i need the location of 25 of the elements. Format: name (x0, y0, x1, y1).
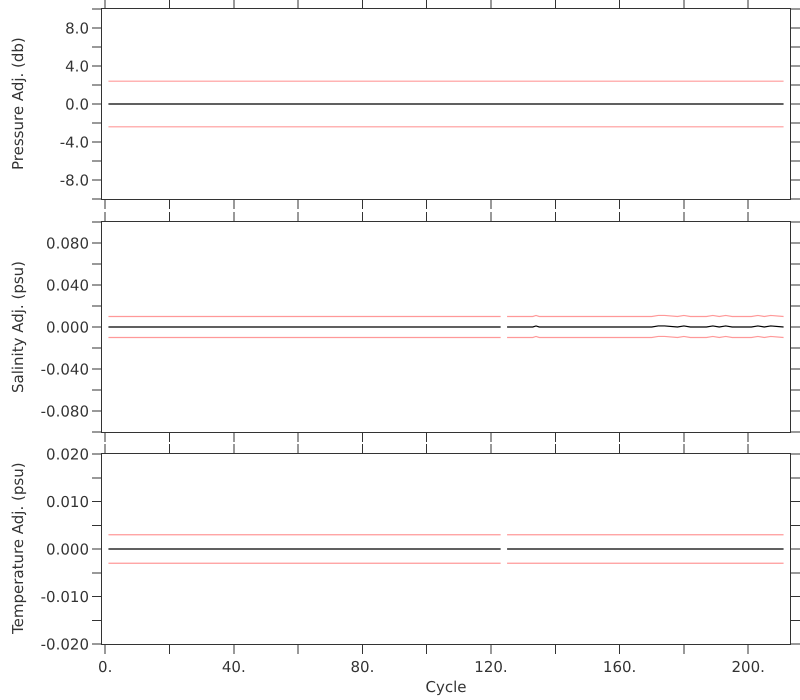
y-tick-label: 4.0 (65, 57, 89, 76)
y-tick-label: -8.0 (60, 171, 89, 190)
x-tick-label: 120. (474, 658, 508, 676)
y-tick-label: 0.080 (46, 234, 89, 252)
y-tick-label: 0.040 (46, 276, 89, 294)
y-tick-label: 0.000 (46, 540, 89, 558)
x-tick-label: 40. (222, 658, 246, 676)
x-tick-label: 160. (602, 658, 636, 676)
y-tick-label: 8.0 (65, 19, 89, 38)
x-tick-label: 0. (98, 658, 112, 676)
y-tick-label: -0.080 (40, 402, 89, 420)
x-tick-label: 80. (350, 658, 374, 676)
x-tick-label: 200. (732, 658, 765, 676)
y-axis-title: Pressure Adj. (db) (9, 37, 27, 170)
x-axis-title: Cycle (426, 678, 466, 696)
y-axis-title: Salinity Adj. (psu) (9, 260, 27, 393)
y-axis-title: Temperature Adj. (psu) (9, 462, 27, 635)
y-tick-label: 0.010 (46, 492, 89, 511)
y-tick-label: -4.0 (60, 133, 89, 152)
y-tick-label: 0.000 (46, 318, 89, 336)
y-tick-label: -0.020 (40, 635, 89, 654)
y-tick-label: 0.020 (46, 445, 89, 464)
y-tick-label: -0.040 (40, 360, 89, 378)
y-tick-label: -0.010 (40, 588, 89, 606)
y-tick-label: 0.0 (65, 95, 89, 114)
